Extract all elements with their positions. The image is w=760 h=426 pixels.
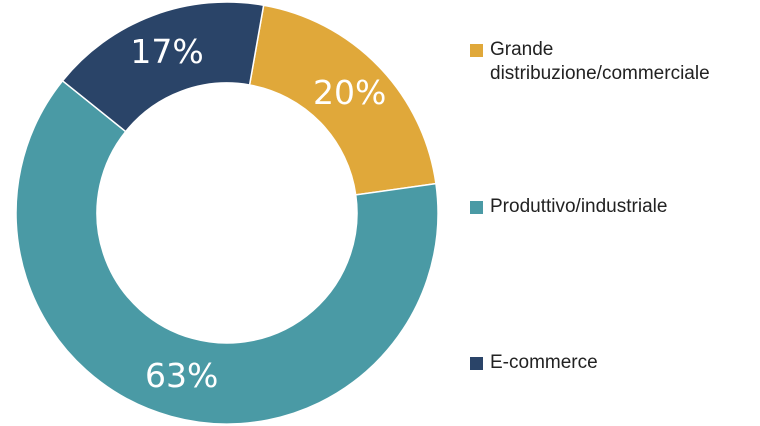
slice-label: 17%	[130, 32, 203, 71]
legend-swatch	[470, 44, 483, 57]
chart: 20% 63% 17%	[15, 1, 439, 425]
slice	[15, 79, 439, 425]
slice-label: 63%	[145, 356, 218, 395]
legend-label: E-commerce	[490, 352, 598, 373]
legend-swatch	[470, 201, 483, 214]
slice-label: 20%	[313, 73, 386, 112]
legend-item: Produttivo/industriale	[470, 195, 750, 219]
legend-item: Grande distribuzione/commerciale	[470, 38, 750, 86]
legend-label: Produttivo/industriale	[490, 196, 668, 217]
legend-item: E-commerce	[470, 351, 750, 375]
legend-swatch	[470, 357, 483, 370]
slice	[61, 1, 265, 133]
legend-label: Grande distribuzione/commerciale	[490, 39, 710, 84]
